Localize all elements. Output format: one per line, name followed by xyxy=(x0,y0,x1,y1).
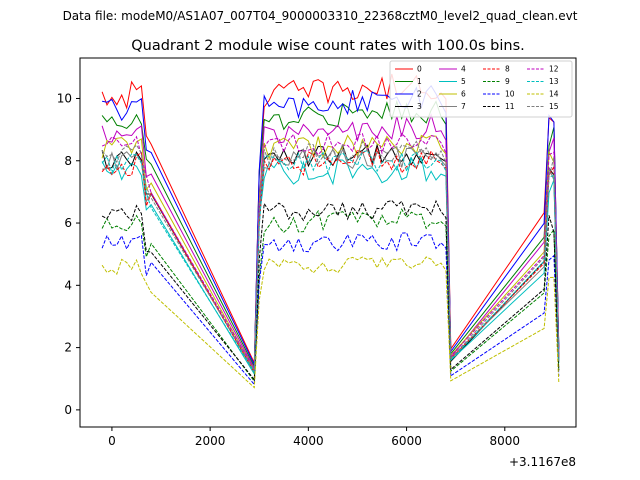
legend-label: 0 xyxy=(417,65,422,74)
series-line-10 xyxy=(101,232,560,386)
y-tick-label: 0 xyxy=(64,403,72,417)
x-tick-label: 2000 xyxy=(195,434,226,448)
legend-frame xyxy=(389,60,573,118)
legend-label: 12 xyxy=(549,65,559,74)
series-line-7 xyxy=(102,145,560,374)
series-line-14 xyxy=(101,256,560,389)
legend-label: 11 xyxy=(505,102,515,111)
series-line-4 xyxy=(101,113,560,371)
y-tick-label: 10 xyxy=(57,91,72,105)
legend-label: 2 xyxy=(417,90,422,99)
series-line-5 xyxy=(101,156,560,376)
series-line-15 xyxy=(101,140,560,373)
legend-label: 13 xyxy=(549,77,559,86)
y-tick-label: 8 xyxy=(64,154,72,168)
legend-label: 7 xyxy=(461,102,466,111)
legend-label: 5 xyxy=(461,77,466,86)
legend-label: 14 xyxy=(549,90,559,99)
legend-label: 3 xyxy=(417,102,422,111)
legend-label: 4 xyxy=(461,65,466,74)
plot-frame xyxy=(79,57,577,428)
x-axis: 0 2000 4000 6000 8000 xyxy=(108,427,520,448)
series-line-12 xyxy=(101,132,560,371)
y-tick-label: 6 xyxy=(64,216,72,230)
series-line-11 xyxy=(101,199,560,381)
x-offset-label: +3.1167e8 xyxy=(509,455,576,469)
series-line-1 xyxy=(101,99,560,367)
chart-title: Quadrant 2 module wise count rates with … xyxy=(131,38,525,54)
y-tick-label: 2 xyxy=(64,341,72,355)
legend-label: 10 xyxy=(505,90,515,99)
legend-label: 8 xyxy=(505,65,510,74)
x-tick-label: 8000 xyxy=(490,434,521,448)
series-line-9 xyxy=(101,208,560,383)
legend-label: 1 xyxy=(417,77,422,86)
legend-label: 15 xyxy=(549,102,559,111)
y-tick-label: 4 xyxy=(64,278,72,292)
y-axis: 0 2 4 6 8 10 xyxy=(57,91,80,417)
series-line-13 xyxy=(101,150,560,374)
figure-suptitle: Data file: modeM0/AS1A07_007T04_90000033… xyxy=(63,9,578,23)
series-line-6 xyxy=(101,134,560,373)
series-line-8 xyxy=(101,147,560,375)
legend-label: 9 xyxy=(505,77,510,86)
x-tick-label: 0 xyxy=(108,434,116,448)
legend-label: 6 xyxy=(461,90,466,99)
x-tick-label: 6000 xyxy=(391,434,422,448)
x-tick-label: 4000 xyxy=(293,434,324,448)
data-lines xyxy=(101,73,560,389)
